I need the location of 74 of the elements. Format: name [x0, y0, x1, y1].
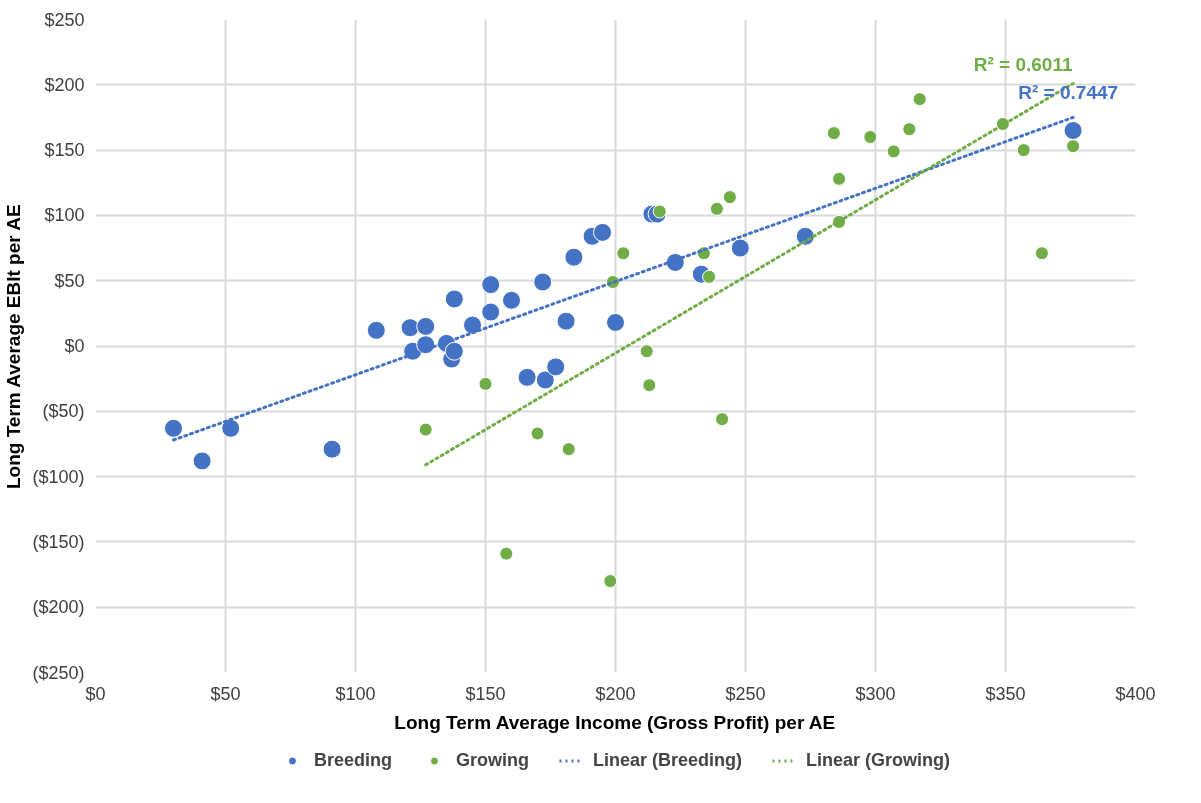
point [564, 247, 584, 267]
x-tick-label: $200 [595, 683, 636, 704]
legend-label: Linear (Breeding) [592, 749, 743, 771]
point [322, 439, 342, 459]
point [517, 367, 537, 387]
point [863, 130, 878, 145]
y-tick-label: ($50) [42, 401, 85, 422]
point [502, 290, 521, 310]
point [530, 426, 545, 441]
point [463, 315, 482, 335]
point [702, 269, 717, 284]
point [1066, 139, 1081, 154]
point [192, 451, 212, 471]
point [886, 144, 901, 159]
point [832, 171, 847, 186]
point [826, 126, 841, 141]
point [1016, 143, 1031, 158]
point [722, 190, 737, 205]
point [556, 311, 576, 331]
y-tick-label: $200 [44, 74, 85, 95]
x-tick-label: $100 [335, 683, 376, 704]
x-tick-label: $350 [985, 683, 1026, 704]
y-tick-label: $150 [44, 140, 85, 161]
point [416, 335, 436, 355]
point [606, 313, 625, 332]
point [444, 289, 464, 309]
point [709, 201, 724, 216]
y-tick-label: $100 [44, 205, 85, 226]
x-axis-title: Long Term Average Income (Gross Profit) per AE [394, 711, 836, 733]
legend-label: Linear (Growing) [806, 749, 951, 771]
annotation: R² = 0.6011 [973, 54, 1073, 76]
point [535, 370, 555, 390]
legend-label: Growing [455, 749, 529, 771]
y-tick-label: ($100) [32, 466, 85, 487]
point [164, 418, 183, 438]
point [603, 574, 618, 589]
x-tick-label: $0 [85, 683, 106, 704]
point [499, 546, 514, 561]
x-tick-label: $50 [210, 683, 241, 704]
point [400, 318, 420, 338]
point [902, 122, 917, 137]
point [416, 316, 436, 336]
point [593, 222, 612, 242]
point [366, 320, 386, 340]
point [481, 275, 501, 295]
point [418, 422, 433, 437]
y-tick-label: ($250) [32, 662, 85, 683]
point [730, 238, 750, 258]
point [642, 378, 657, 393]
y-tick-label: $50 [54, 270, 85, 291]
point [912, 92, 927, 107]
point [533, 272, 553, 292]
y-tick-label: ($200) [32, 597, 85, 618]
point [444, 341, 464, 361]
x-tick-label: $400 [1115, 683, 1156, 704]
point [715, 412, 730, 427]
point [221, 418, 241, 438]
y-tick-label: $0 [64, 336, 85, 356]
point [1063, 121, 1083, 140]
y-tick-label: ($150) [32, 531, 85, 552]
x-tick-label: $150 [465, 683, 506, 704]
legend-label: Breeding [313, 749, 392, 771]
point [616, 246, 631, 261]
annotation: R² = 0.7447 [1018, 82, 1119, 104]
point [481, 302, 501, 322]
point [639, 344, 654, 359]
x-tick-label: $300 [855, 683, 896, 704]
point [1034, 246, 1049, 261]
point [546, 357, 566, 377]
point [478, 376, 493, 391]
x-tick-label: $250 [725, 683, 766, 704]
y-tick-label: $250 [44, 9, 85, 30]
y-axis-title: Long Term Average EBIt per AE [3, 204, 25, 490]
point [561, 442, 576, 457]
